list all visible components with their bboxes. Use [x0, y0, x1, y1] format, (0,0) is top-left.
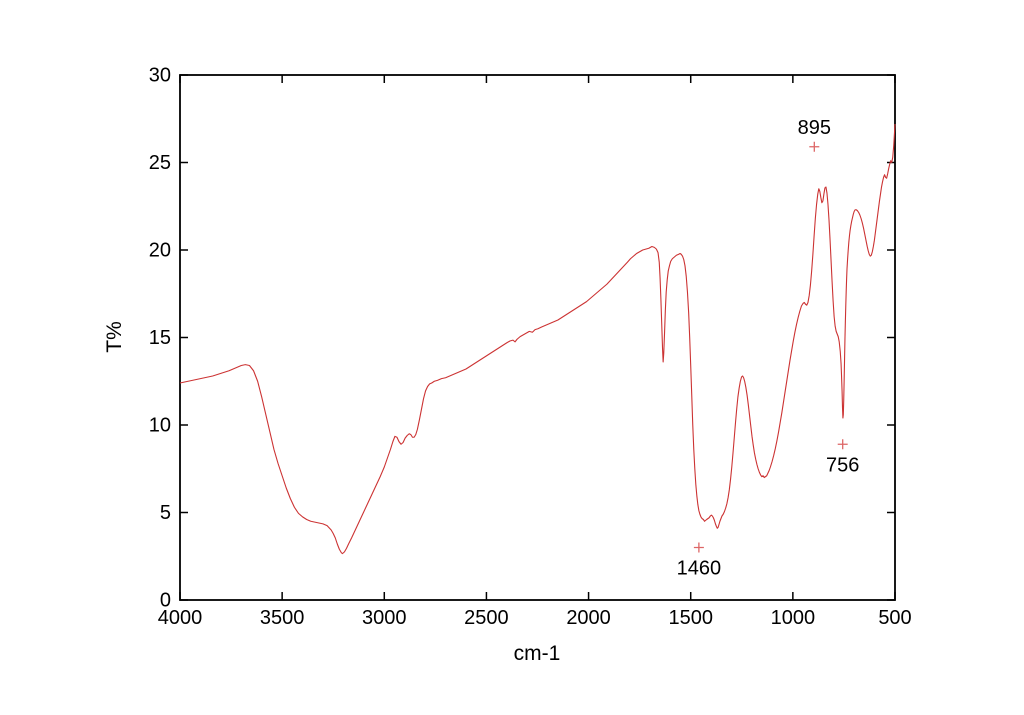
- y-tick-label: 30: [149, 65, 171, 87]
- y-axis-label: T%: [103, 321, 126, 353]
- peak-label-1460: 1460: [677, 558, 722, 580]
- peak-label-895: 895: [798, 117, 831, 139]
- x-tick-label: 1500: [668, 607, 713, 629]
- x-tick-label: 2500: [464, 607, 509, 629]
- peak-marker-756: [837, 439, 848, 450]
- spectrum-line: [179, 123, 896, 555]
- y-tick-label: 20: [149, 240, 171, 262]
- x-tick-label: 1000: [771, 607, 816, 629]
- plot-area: 4000 3500 3000 2500 2000 1500 1000 500 0 5 10 15 20 2…: [149, 65, 912, 630]
- x-tick-label: 4000: [158, 607, 203, 629]
- y-tick-label: 0: [160, 590, 171, 612]
- x-tick-label: 500: [878, 607, 911, 629]
- peak-label-756: 756: [826, 454, 859, 476]
- y-tick-label: 25: [149, 152, 171, 174]
- peak-marker-895: [809, 141, 820, 152]
- plot-border: [179, 74, 896, 601]
- x-tick-label: 3000: [362, 607, 407, 629]
- x-tick-label: 3500: [260, 607, 305, 629]
- x-axis-label: cm-1: [514, 642, 561, 665]
- y-tick-label: 10: [149, 415, 171, 437]
- peak-marker-1460: [693, 542, 704, 553]
- y-tick-label: 15: [149, 327, 171, 349]
- x-tick-label: 2000: [566, 607, 611, 629]
- y-tick-label: 5: [160, 502, 171, 524]
